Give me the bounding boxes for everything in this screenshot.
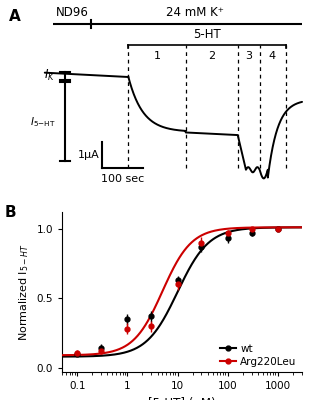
Text: A: A bbox=[9, 8, 21, 24]
Legend: wt, Arg220Leu: wt, Arg220Leu bbox=[220, 344, 296, 367]
Text: $I_K$: $I_K$ bbox=[44, 68, 56, 84]
Y-axis label: Normalized I$_{5-HT}$: Normalized I$_{5-HT}$ bbox=[17, 243, 31, 341]
X-axis label: [5-HT] (nM): [5-HT] (nM) bbox=[148, 396, 216, 400]
Text: 1μA: 1μA bbox=[78, 150, 100, 160]
Text: B: B bbox=[5, 205, 16, 220]
Text: $I_{5\mathrm{-HT}}$: $I_{5\mathrm{-HT}}$ bbox=[30, 115, 56, 128]
Text: 24 mM K⁺: 24 mM K⁺ bbox=[166, 6, 224, 19]
Text: 2: 2 bbox=[208, 51, 215, 61]
Text: 4: 4 bbox=[269, 51, 276, 61]
Text: 1: 1 bbox=[154, 51, 160, 61]
Text: ND96: ND96 bbox=[56, 6, 89, 19]
Text: 100 sec: 100 sec bbox=[101, 174, 144, 184]
Text: 5-HT: 5-HT bbox=[193, 28, 221, 42]
Text: 3: 3 bbox=[245, 51, 252, 61]
